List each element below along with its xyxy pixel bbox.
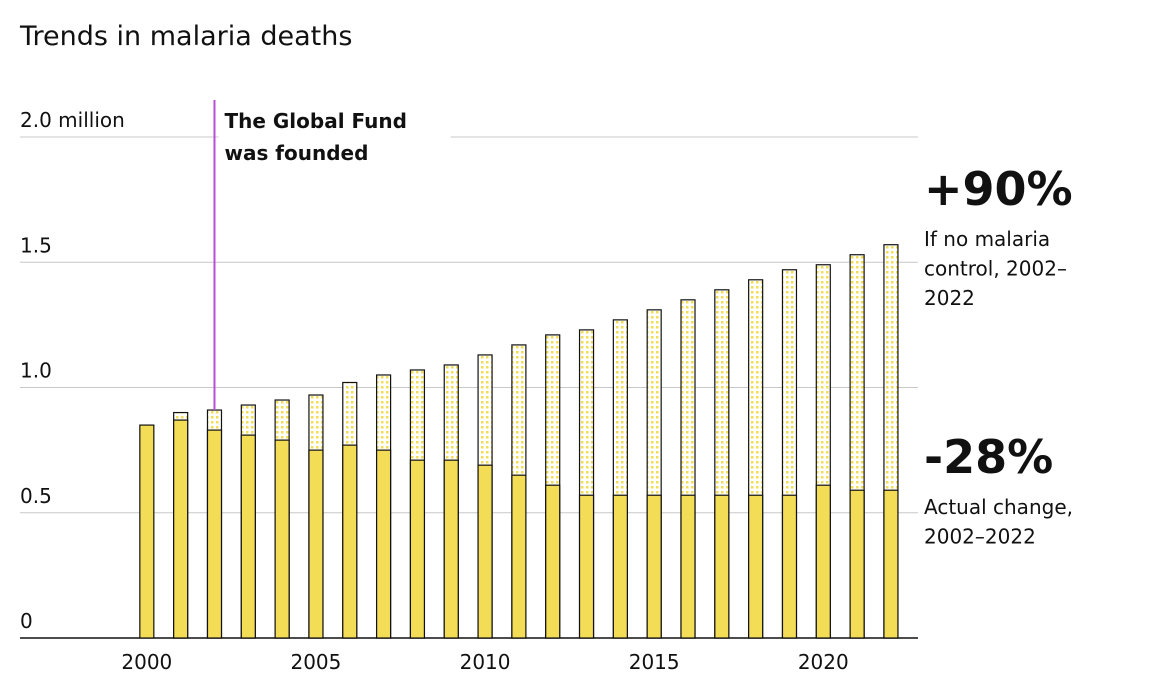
bar: [375, 449, 392, 639]
y-tick-label: 1.5: [20, 233, 52, 257]
x-tick-label: 2015: [629, 650, 680, 674]
bar: [680, 494, 696, 639]
bar: [139, 424, 155, 639]
callout-value: -28%: [924, 430, 1053, 484]
bar: [274, 439, 290, 639]
bar: [578, 494, 595, 639]
bar: [342, 444, 358, 639]
annotation-text: was founded: [224, 141, 368, 165]
bar: [443, 459, 459, 639]
bar: [409, 459, 426, 639]
bar: [883, 489, 899, 639]
bar: [240, 434, 256, 639]
callout-value: +90%: [924, 162, 1073, 216]
bar: [714, 494, 730, 639]
callout-text: Actual change,: [924, 495, 1073, 519]
bar: [511, 474, 527, 639]
bar: [477, 464, 493, 639]
y-tick-label: 2.0 million: [20, 108, 125, 132]
bar: [646, 494, 662, 639]
y-tick-label: 0: [20, 609, 33, 633]
bar: [612, 494, 628, 639]
y-tick-label: 1.0: [20, 359, 52, 383]
bar: [308, 449, 324, 639]
bar: [173, 419, 189, 639]
bar: [748, 494, 764, 639]
annotation-bg: [218, 104, 451, 166]
annotation-text: The Global Fund: [224, 109, 407, 133]
x-tick-label: 2000: [121, 650, 172, 674]
x-tick-label: 2005: [290, 650, 341, 674]
x-tick-label: 2020: [798, 650, 849, 674]
bar: [781, 494, 798, 639]
x-tick-label: 2010: [460, 650, 511, 674]
y-tick-label: 0.5: [20, 484, 52, 508]
callout-text: If no malaria: [924, 227, 1050, 251]
bar: [545, 484, 561, 639]
callout-text: control, 2002–: [924, 257, 1067, 281]
bar: [815, 484, 831, 639]
bar: [206, 429, 223, 639]
chart-title: Trends in malaria deaths: [19, 21, 352, 52]
callout-text: 2002–2022: [924, 525, 1036, 549]
bar: [849, 489, 865, 639]
callout-text: 2022: [924, 286, 975, 310]
